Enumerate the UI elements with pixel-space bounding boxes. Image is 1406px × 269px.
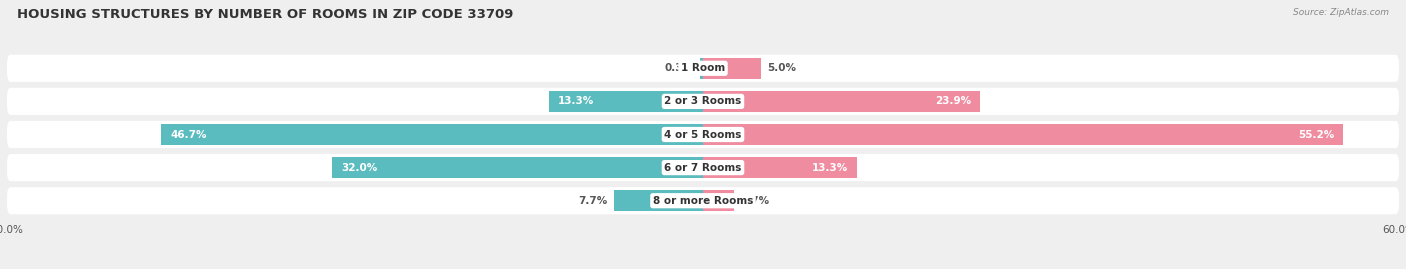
Text: 7.7%: 7.7% (579, 196, 607, 206)
Text: 13.3%: 13.3% (558, 96, 595, 107)
Bar (332, 157, 703, 178)
FancyBboxPatch shape (7, 187, 1399, 214)
Bar (703, 91, 980, 112)
Text: 2 or 3 Rooms: 2 or 3 Rooms (665, 96, 741, 107)
FancyBboxPatch shape (7, 154, 1399, 181)
Bar (548, 91, 703, 112)
Text: 6 or 7 Rooms: 6 or 7 Rooms (664, 162, 742, 173)
Text: 5.0%: 5.0% (766, 63, 796, 73)
Text: 13.3%: 13.3% (811, 162, 848, 173)
Text: 4 or 5 Rooms: 4 or 5 Rooms (664, 129, 742, 140)
Bar (703, 124, 1343, 145)
FancyBboxPatch shape (7, 121, 1399, 148)
Bar (703, 58, 761, 79)
Bar (703, 157, 858, 178)
Text: Source: ZipAtlas.com: Source: ZipAtlas.com (1294, 8, 1389, 17)
Text: 46.7%: 46.7% (170, 129, 207, 140)
Text: 2.7%: 2.7% (740, 196, 769, 206)
Text: 8 or more Rooms: 8 or more Rooms (652, 196, 754, 206)
Text: 23.9%: 23.9% (935, 96, 972, 107)
Bar (700, 58, 703, 79)
FancyBboxPatch shape (7, 55, 1399, 82)
FancyBboxPatch shape (7, 88, 1399, 115)
Text: 55.2%: 55.2% (1298, 129, 1334, 140)
Text: 0.3%: 0.3% (665, 63, 693, 73)
Bar (703, 190, 734, 211)
Bar (613, 190, 703, 211)
Bar (162, 124, 703, 145)
Text: HOUSING STRUCTURES BY NUMBER OF ROOMS IN ZIP CODE 33709: HOUSING STRUCTURES BY NUMBER OF ROOMS IN… (17, 8, 513, 21)
Text: 32.0%: 32.0% (342, 162, 377, 173)
Text: 1 Room: 1 Room (681, 63, 725, 73)
